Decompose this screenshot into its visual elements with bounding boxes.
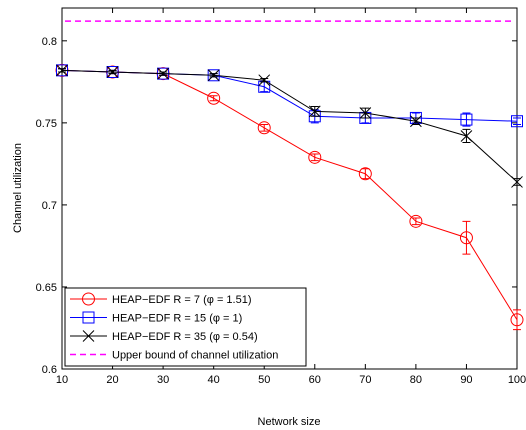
data-point (157, 67, 169, 80)
y-tick-label: 0.75 (36, 118, 57, 130)
legend-marker (82, 292, 95, 306)
legend-label: HEAP−EDF R = 15 (φ = 1) (112, 313, 242, 325)
data-point (308, 150, 322, 164)
data-point (258, 74, 271, 87)
legend-item: HEAP−EDF R = 15 (φ = 1) (70, 311, 242, 325)
error-bar (411, 217, 420, 226)
legend-box (64, 287, 307, 367)
x-tick-label: 20 (106, 374, 118, 386)
x-tick-label: 60 (309, 374, 321, 386)
legend-marker (82, 330, 95, 342)
legend-item: Upper bound of channel utilization (70, 350, 278, 362)
x-tick-label: 90 (460, 374, 472, 386)
data-point (511, 115, 523, 128)
x-tick-label: 100 (508, 374, 526, 386)
legend-label: HEAP−EDF R = 35 (φ = 0.54) (112, 331, 258, 343)
data-point (106, 66, 119, 78)
data-point (409, 214, 423, 228)
error-bar (462, 112, 471, 127)
series-line (61, 69, 518, 183)
x-axis-label: Network size (258, 416, 321, 428)
data-point (460, 130, 473, 142)
data-point (511, 176, 523, 188)
error-bar (462, 220, 471, 255)
data-point (359, 107, 372, 119)
y-tick-label: 0.65 (36, 282, 57, 294)
legend: HEAP−EDF R = 7 (φ = 1.51) HEAP−EDF R = 15… (64, 287, 307, 367)
legend-item: HEAP−EDF R = 35 (φ = 0.54) (70, 330, 258, 343)
y-tick-label: 0.6 (42, 364, 57, 376)
legend-marker (82, 311, 95, 324)
x-tick-label: 50 (258, 374, 270, 386)
error-bar (209, 95, 218, 102)
axis-ticks: 10 20 30 40 50 60 70 80 90 100 0.6 0.65 0.7 0.75 0.8 (36, 8, 526, 386)
x-tick-label: 40 (208, 374, 220, 386)
data-point (459, 231, 473, 245)
legend-item: HEAP−EDF R = 7 (φ = 1.51) (70, 292, 252, 306)
series-3 (56, 64, 523, 188)
data-point (510, 313, 524, 327)
error-bar (513, 309, 521, 331)
y-axis-label: Channel utilization (12, 143, 24, 233)
legend-label: Upper bound of channel utilization (112, 350, 278, 362)
y-tick-label: 0.8 (42, 36, 57, 48)
x-tick-label: 80 (410, 374, 422, 386)
data-point (410, 115, 422, 128)
data-point (308, 105, 321, 118)
x-tick-label: 10 (56, 374, 68, 386)
x-tick-label: 70 (359, 374, 371, 386)
legend-label: HEAP−EDF R = 7 (φ = 1.51) (112, 294, 252, 306)
data-point (257, 121, 271, 135)
data-point (460, 113, 473, 126)
data-point (56, 64, 68, 77)
series-layer (55, 63, 524, 331)
data-point (358, 167, 372, 181)
y-tick-label: 0.7 (42, 200, 57, 212)
data-point (207, 91, 221, 105)
error-bar (310, 153, 319, 162)
data-point (207, 69, 220, 82)
error-bar (513, 117, 521, 126)
x-tick-label: 30 (157, 374, 169, 386)
error-bar (260, 124, 269, 132)
